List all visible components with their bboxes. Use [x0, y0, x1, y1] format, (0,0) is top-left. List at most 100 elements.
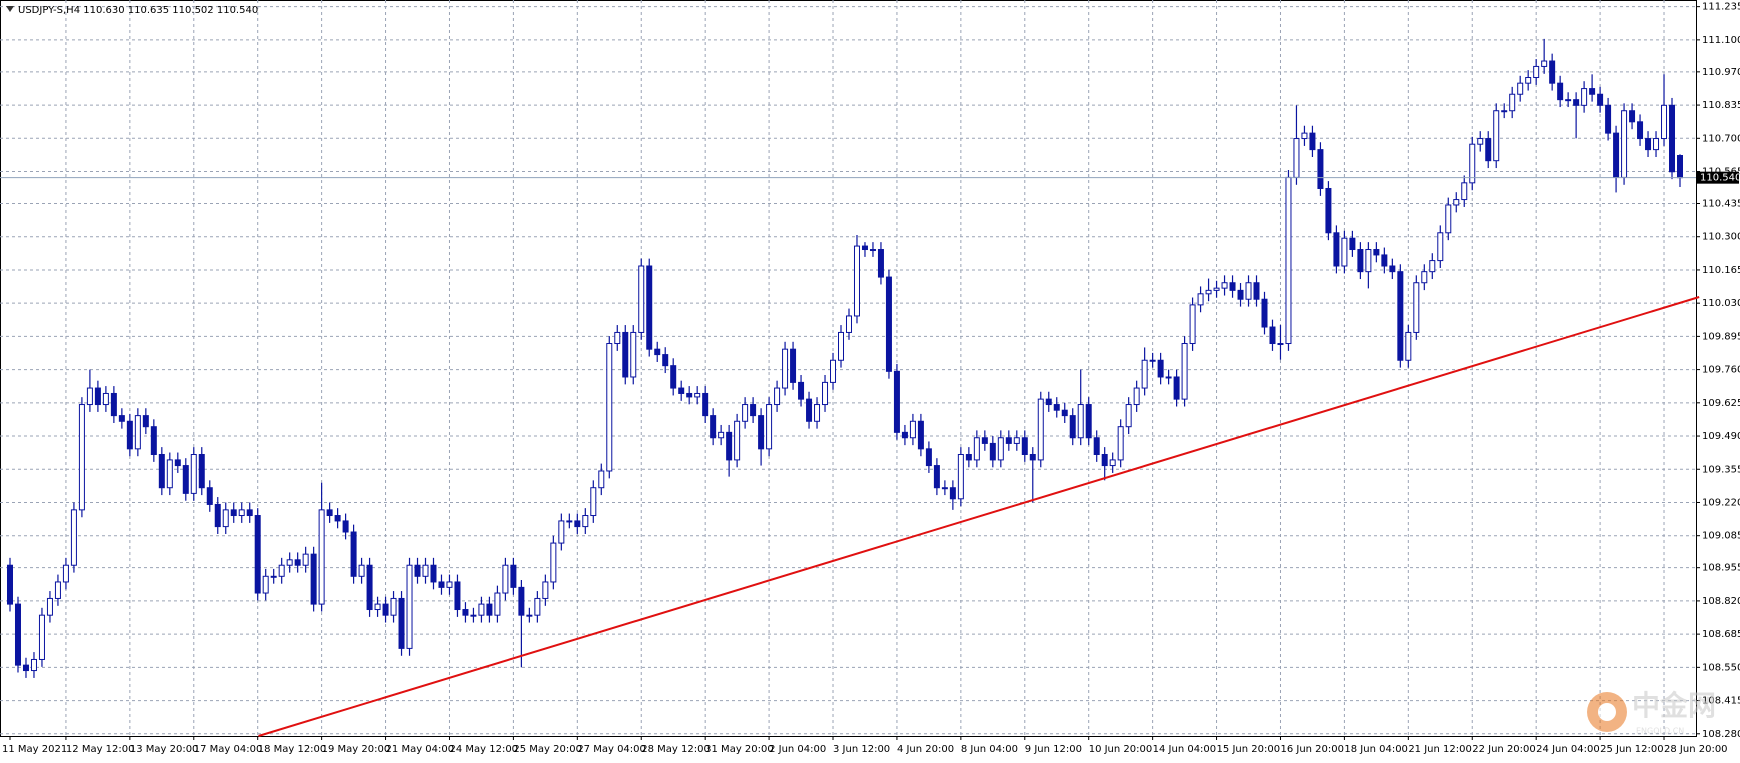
candle-body — [574, 520, 581, 528]
candle-body — [374, 603, 381, 611]
candle-body — [1605, 104, 1612, 134]
candle-body — [1597, 93, 1604, 106]
candle-body — [1205, 289, 1212, 295]
candle-body — [718, 431, 725, 439]
candle-body — [662, 354, 669, 367]
x-tick-label: 25 May 20:00 — [513, 744, 582, 755]
candle-body — [1253, 282, 1260, 300]
candle-body — [350, 531, 357, 577]
candle-body — [893, 370, 900, 433]
candle-body — [1005, 437, 1012, 444]
candle-body — [550, 542, 557, 583]
candle-body — [1405, 331, 1412, 361]
plot-frame — [0, 0, 1697, 737]
candle-body — [1245, 282, 1252, 300]
candle-body — [390, 597, 397, 616]
watermark-title: 中金网 — [1632, 689, 1716, 722]
candle-body — [166, 459, 173, 489]
candle-body — [1381, 254, 1388, 267]
candle-body — [190, 453, 197, 494]
candle-body — [1541, 60, 1548, 67]
candle-body — [270, 575, 277, 578]
x-tick-label: 15 Jun 20:00 — [1217, 744, 1281, 755]
candle-body — [925, 448, 932, 467]
candle-body — [326, 509, 333, 517]
candle-body — [198, 453, 205, 489]
candle-body — [278, 564, 285, 577]
y-tick-label: 108.820 — [1702, 596, 1740, 607]
candle-body — [446, 581, 453, 588]
candle-body — [558, 520, 565, 544]
candle-body — [230, 509, 237, 517]
y-tick-label: 111.235 — [1702, 2, 1740, 13]
candle-body — [1037, 398, 1044, 461]
candle-body — [1581, 88, 1588, 106]
candle-body — [845, 315, 852, 333]
candle-body — [822, 381, 829, 406]
candle-body — [454, 581, 461, 611]
candle-body — [70, 509, 77, 566]
candle-body — [1141, 359, 1148, 389]
candle-body — [1589, 88, 1596, 95]
candle-body — [806, 398, 813, 422]
candle-body — [462, 609, 469, 616]
candle-body — [86, 387, 93, 406]
candle-body — [1373, 249, 1380, 256]
candle-body — [1493, 110, 1500, 162]
candle-body — [1325, 187, 1332, 234]
candle-body — [414, 564, 421, 577]
candle-body — [1629, 110, 1636, 123]
candle-body — [246, 509, 253, 517]
candle-body — [1045, 398, 1052, 406]
candle-body — [1021, 437, 1028, 455]
candle-body — [1517, 82, 1524, 95]
candle-body — [742, 404, 749, 422]
candle-body — [790, 348, 797, 383]
candle-body — [238, 509, 245, 517]
candle-body — [510, 564, 517, 588]
candle-body — [1357, 249, 1364, 273]
candle-body — [590, 487, 597, 517]
candle-body — [1349, 237, 1356, 251]
candle-body — [686, 392, 693, 398]
y-tick-label: 110.435 — [1702, 199, 1740, 210]
candle-body — [1317, 149, 1324, 189]
candle-body — [1509, 93, 1516, 112]
candle-body — [1613, 132, 1620, 178]
candle-body — [38, 614, 45, 660]
candle-body — [1309, 132, 1316, 151]
x-tick-label: 9 Jun 12:00 — [1025, 744, 1082, 755]
x-tick-label: 18 May 12:00 — [258, 744, 327, 755]
candle-body — [606, 343, 613, 472]
candle-body — [638, 265, 645, 333]
candle-body — [1661, 104, 1668, 140]
candles — [7, 38, 1683, 678]
y-tick-label: 108.280 — [1702, 729, 1740, 740]
candle-body — [1133, 387, 1140, 406]
x-tick-label: 17 May 04:00 — [194, 744, 263, 755]
x-tick-label: 21 Jun 12:00 — [1408, 744, 1472, 755]
y-tick-label: 108.415 — [1702, 696, 1740, 707]
candle-body — [7, 564, 13, 605]
candle-body — [46, 597, 53, 616]
candle-body — [366, 564, 373, 611]
candle-body — [526, 614, 533, 617]
candle-body — [1653, 138, 1660, 151]
candle-body — [869, 249, 876, 252]
candle-body — [1477, 138, 1484, 145]
candle-body — [1429, 260, 1436, 273]
candle-body — [1389, 265, 1396, 273]
candle-body — [949, 487, 956, 500]
y-tick-label: 108.685 — [1702, 629, 1740, 640]
candle-body — [1125, 404, 1132, 428]
y-tick-label: 108.955 — [1702, 563, 1740, 574]
candle-body — [358, 564, 365, 577]
logo-inner — [1598, 703, 1616, 721]
candle-body — [222, 509, 229, 528]
candle-body — [766, 404, 773, 450]
candle-body — [1461, 182, 1468, 201]
candle-body — [342, 520, 349, 533]
x-tick-label: 25 Jun 12:00 — [1600, 744, 1664, 755]
candle-body — [702, 392, 709, 417]
